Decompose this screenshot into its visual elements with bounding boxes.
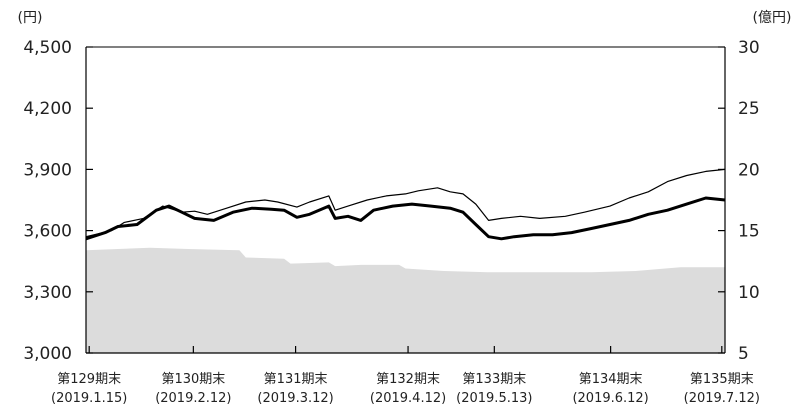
right-tick-label: 15	[738, 222, 760, 242]
x-label-period: 第130期末	[161, 372, 225, 387]
x-label-date: (2019.1.15)	[51, 391, 127, 406]
x-axis-labels: 第129期末 (2019.1.15) 第130期末 (2019.2.12) 第131期末…	[51, 372, 760, 406]
x-label-period: 第133期末	[462, 372, 526, 387]
x-label-date: (2019.4.12)	[370, 391, 446, 406]
left-tick-label: 3,600	[23, 222, 72, 242]
left-tick-label: 3,300	[23, 283, 72, 303]
fund-size-area	[86, 247, 725, 353]
right-tick-label: 5	[738, 344, 749, 364]
x-label-date: (2019.2.12)	[155, 391, 231, 406]
x-label-date: (2019.7.12)	[684, 391, 760, 406]
x-label-date: (2019.5.13)	[456, 391, 532, 406]
right-tick-label: 20	[738, 160, 760, 180]
x-label-date: (2019.3.12)	[257, 391, 333, 406]
left-axis-unit: (円)	[18, 10, 43, 26]
right-tick-label: 25	[738, 99, 760, 119]
left-tick-label: 4,500	[23, 38, 72, 58]
price-line-thick	[85, 196, 726, 241]
x-label-period: 第132期末	[376, 372, 440, 387]
left-tick-label: 3,000	[23, 344, 72, 364]
x-label-date: (2019.6.12)	[572, 391, 648, 406]
plot-area	[85, 168, 726, 353]
x-label-period: 第129期末	[57, 372, 121, 387]
left-tick-label: 4,200	[23, 99, 72, 119]
left-tick-label: 3,900	[23, 160, 72, 180]
price-line-thin	[85, 168, 726, 238]
right-axis-unit: (億円)	[753, 10, 792, 26]
right-tick-label: 30	[738, 38, 760, 58]
x-label-period: 第134期末	[579, 372, 643, 387]
right-tick-label: 10	[738, 283, 760, 303]
x-label-period: 第135期末	[690, 372, 754, 387]
axes: 3,000 3,300 3,600 3,900 4,200 4,500 5 10 15 20 25 3…	[23, 38, 759, 364]
x-label-period: 第131期末	[264, 372, 328, 387]
